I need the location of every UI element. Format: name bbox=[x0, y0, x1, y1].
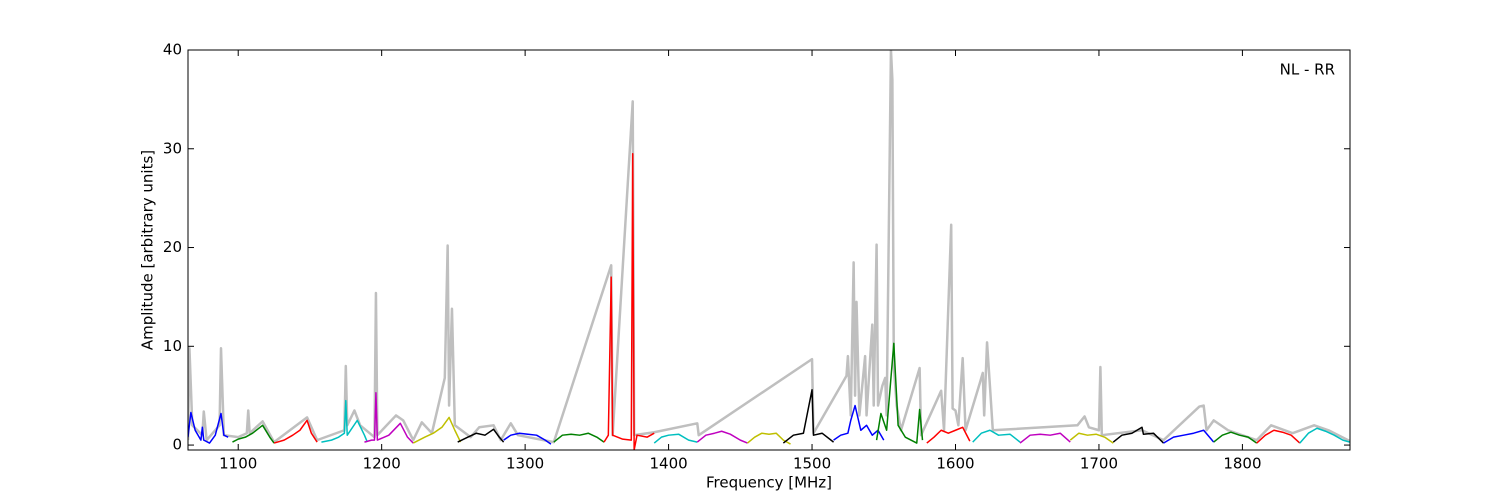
series-line bbox=[603, 152, 655, 450]
series-line bbox=[747, 432, 791, 445]
x-tick-label: 1500 bbox=[793, 455, 831, 473]
y-axis-label: Amplitude [arbitrary units] bbox=[139, 150, 157, 350]
series-line bbox=[1256, 429, 1301, 444]
series-line bbox=[364, 391, 414, 444]
x-tick-label: 1600 bbox=[936, 455, 974, 473]
series-line bbox=[972, 429, 1021, 443]
series-line bbox=[1213, 431, 1258, 444]
series-line bbox=[188, 411, 229, 444]
x-tick-label: 1100 bbox=[219, 455, 257, 473]
y-tick-label: 0 bbox=[172, 436, 182, 454]
series-line bbox=[1019, 432, 1071, 444]
y-tick-label: 20 bbox=[163, 238, 182, 256]
series-line bbox=[232, 424, 275, 444]
background-line bbox=[188, 50, 1350, 444]
y-tick-label: 30 bbox=[163, 139, 182, 157]
x-tick-label: 1300 bbox=[506, 455, 544, 473]
series-line bbox=[653, 433, 698, 444]
series-line bbox=[833, 404, 885, 441]
y-tick-label: 10 bbox=[163, 337, 182, 355]
x-tick-label: 1700 bbox=[1080, 455, 1118, 473]
series-line bbox=[926, 426, 971, 444]
x-tick-label: 1200 bbox=[363, 455, 401, 473]
series-line bbox=[696, 430, 748, 444]
x-tick-label: 1400 bbox=[649, 455, 687, 473]
axes-frame bbox=[187, 49, 1351, 451]
series-line bbox=[782, 389, 835, 444]
series-line bbox=[875, 342, 924, 444]
series-line bbox=[503, 432, 552, 445]
series-line bbox=[321, 399, 369, 443]
series-line bbox=[1112, 426, 1165, 444]
series-line bbox=[412, 416, 462, 444]
annotation: NL - RR bbox=[1280, 61, 1335, 79]
series-line bbox=[1069, 432, 1114, 444]
series-line bbox=[273, 419, 318, 444]
x-axis-label: Frequency [MHz] bbox=[706, 474, 832, 492]
plot-area bbox=[188, 50, 1350, 450]
x-tick-label: 1800 bbox=[1223, 455, 1261, 473]
series-line bbox=[1163, 429, 1215, 444]
series-line bbox=[457, 428, 505, 443]
series-line bbox=[1299, 427, 1350, 444]
series-line bbox=[553, 432, 605, 443]
y-tick-label: 40 bbox=[163, 41, 182, 59]
